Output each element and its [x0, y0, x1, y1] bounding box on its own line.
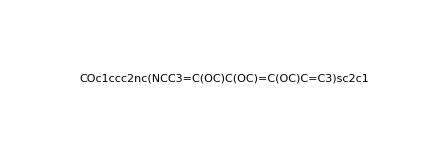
Text: COc1ccc2nc(NCC3=C(OC)C(OC)=C(OC)C=C3)sc2c1: COc1ccc2nc(NCC3=C(OC)C(OC)=C(OC)C=C3)sc2… — [79, 74, 369, 84]
